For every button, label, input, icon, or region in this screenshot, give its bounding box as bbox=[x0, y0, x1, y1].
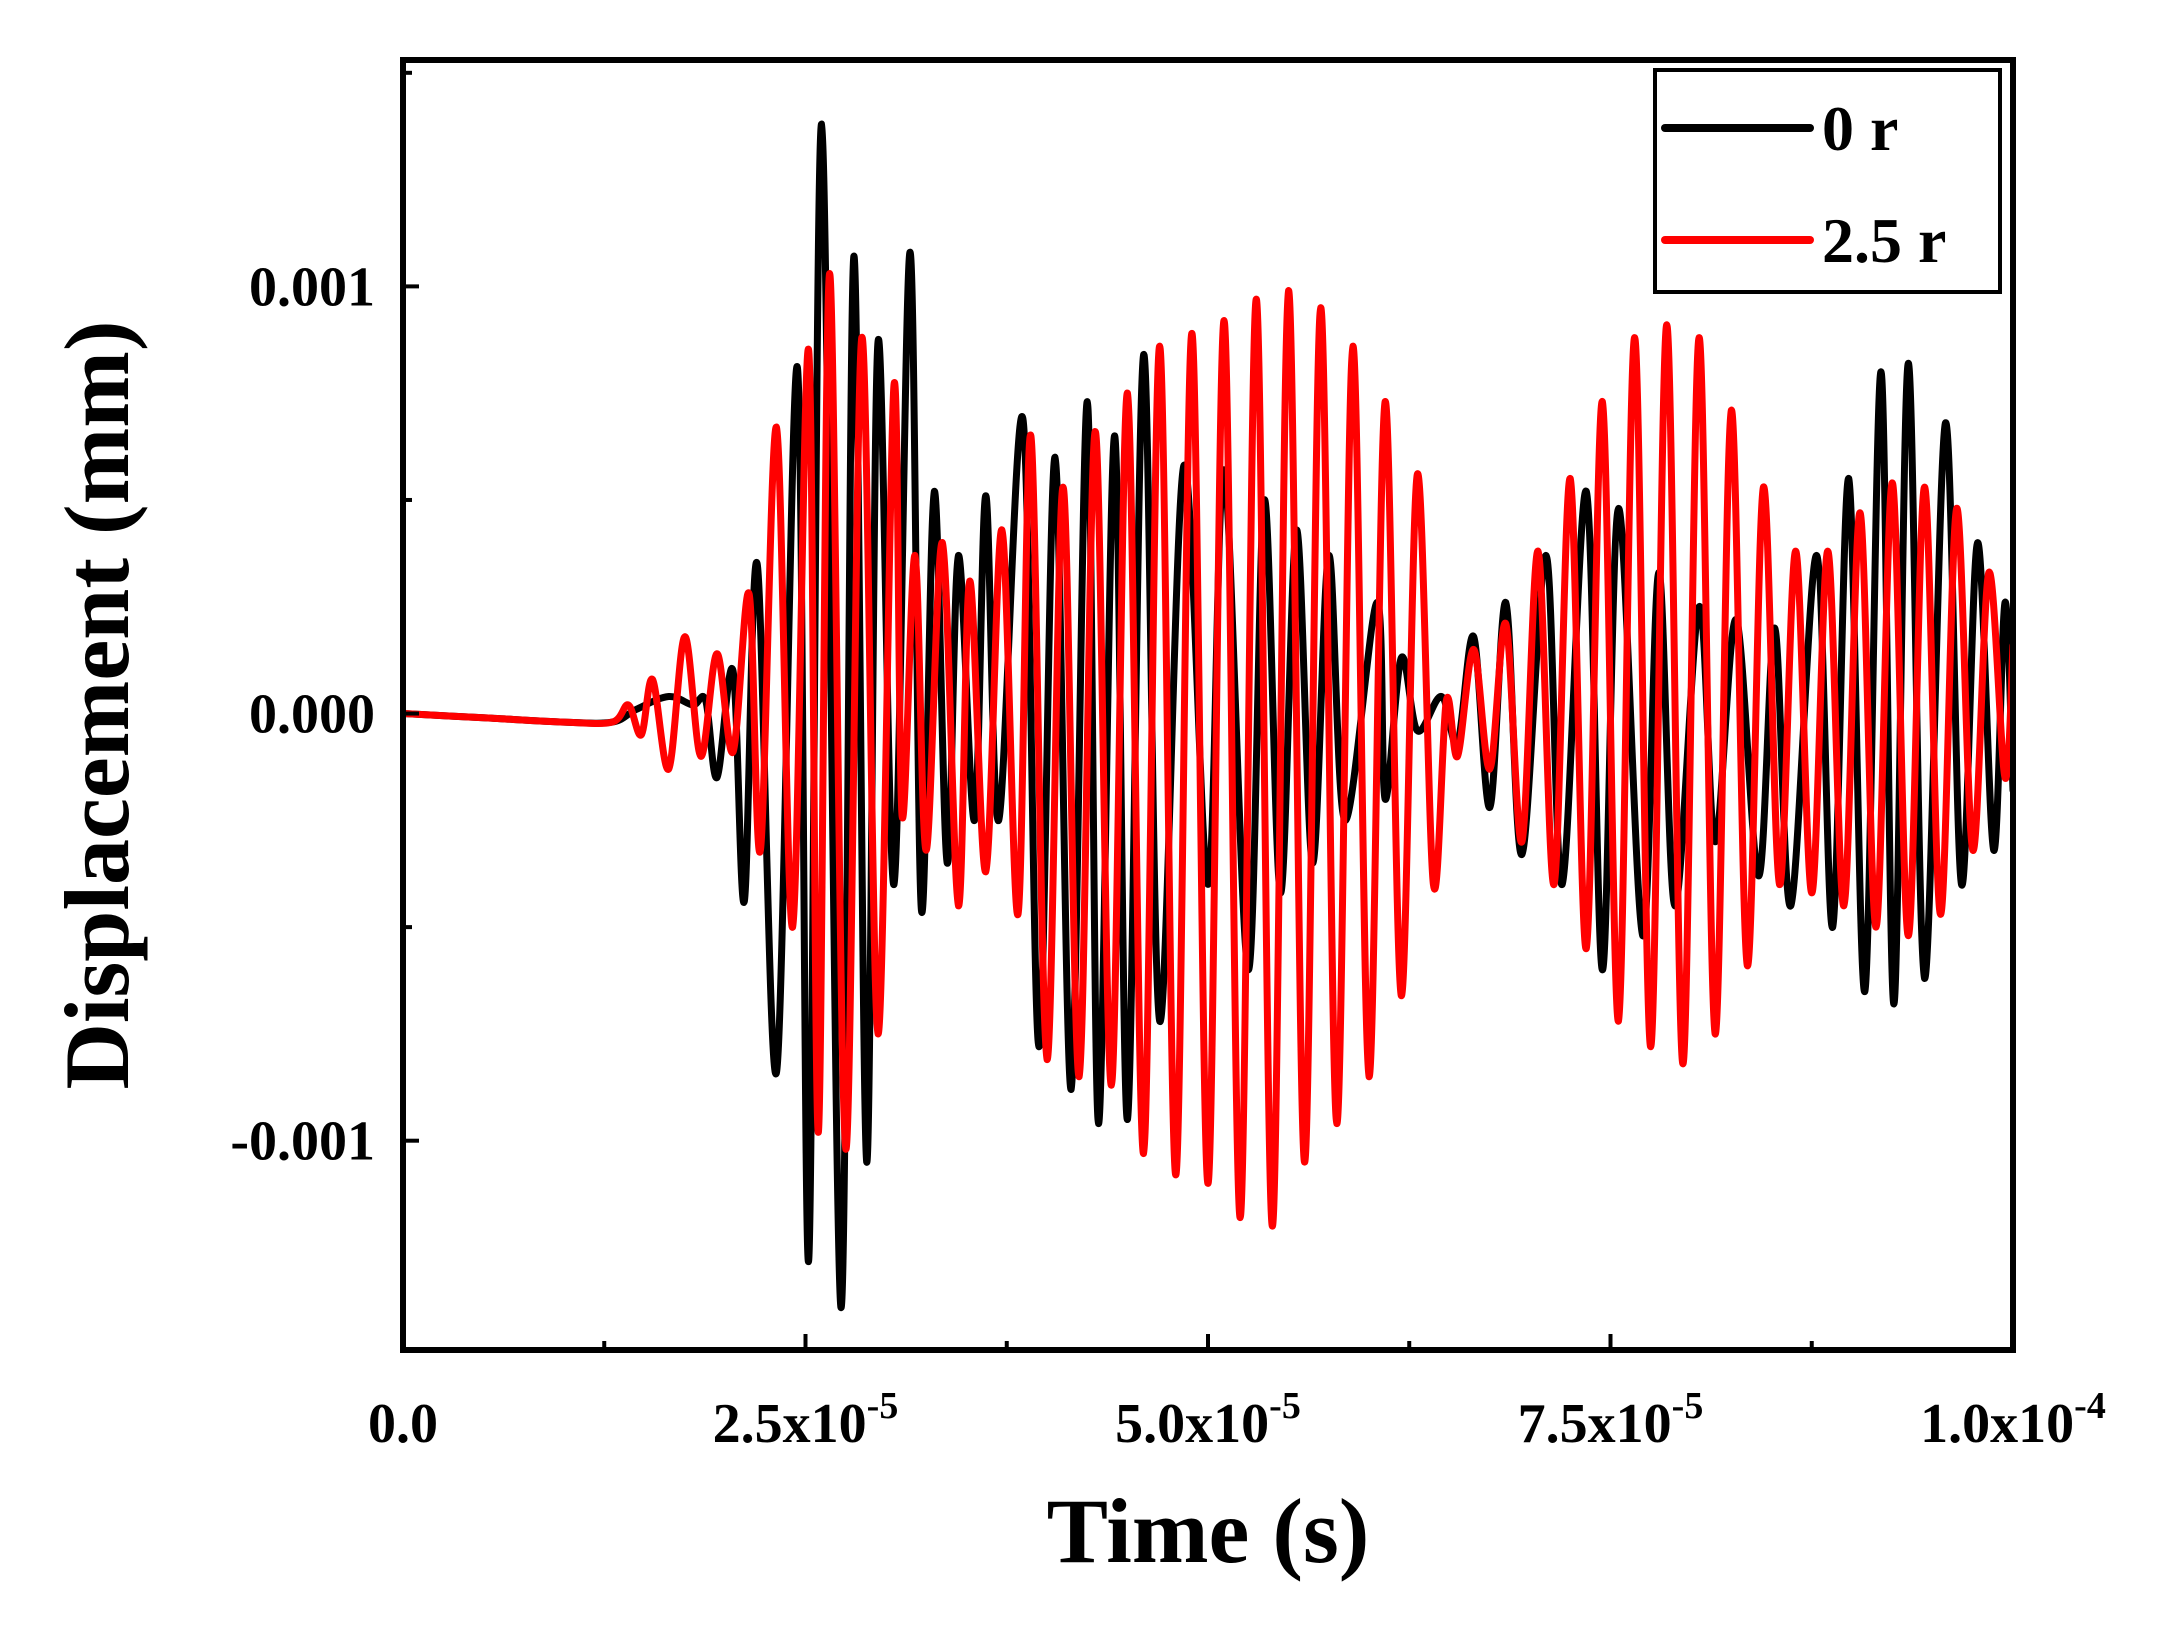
legend: 0 r 2.5 r bbox=[1653, 68, 2002, 294]
legend-box bbox=[1653, 68, 2002, 294]
series-layer bbox=[403, 120, 2013, 1311]
legend-label-2-5r: 2.5 r bbox=[1822, 205, 1946, 276]
y-axis: -0.001 0.000 0.001 bbox=[230, 70, 419, 1173]
x-axis-title: Time (s) bbox=[1047, 1480, 1370, 1582]
y-tick-label: 0.000 bbox=[249, 684, 375, 746]
legend-label-0r: 0 r bbox=[1822, 93, 1898, 164]
x-tick-label: 1.0x10-4 bbox=[1920, 1385, 2106, 1455]
series-line-2-5-r bbox=[403, 270, 2013, 1230]
x-tick-label: 0.0 bbox=[368, 1393, 438, 1455]
x-tick-label: 5.0x10-5 bbox=[1115, 1385, 1301, 1455]
y-axis-title: Displacement (mm) bbox=[46, 320, 148, 1089]
y-tick-label: -0.001 bbox=[230, 1111, 375, 1173]
series-line-0-r bbox=[403, 120, 2013, 1311]
x-tick-label: 7.5x10-5 bbox=[1518, 1385, 1704, 1455]
y-tick-label: 0.001 bbox=[249, 256, 375, 318]
x-tick-label: 2.5x10-5 bbox=[713, 1385, 899, 1455]
